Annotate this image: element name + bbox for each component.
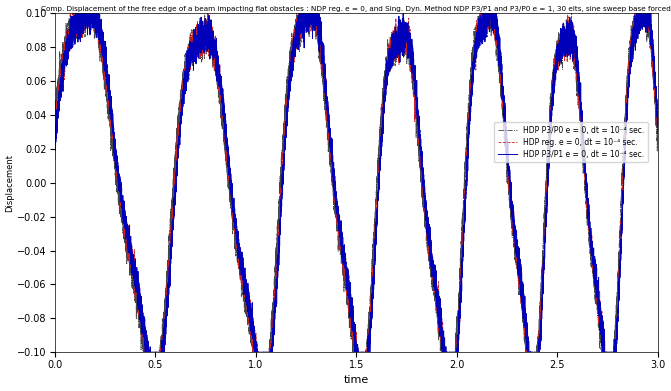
HDP reg. e = 0, dt = 10⁻⁴ sec.	[50, 135, 58, 140]
HDP P3/P0 e = 0, dt = 10⁻⁴ sec.	[459, 211, 467, 215]
HDP reg. e = 0, dt = 10⁻⁴ sec.	[113, 163, 121, 167]
HDP reg. e = 0, dt = 10⁻⁴ sec.	[467, 81, 475, 86]
HDP P3/P0 e = 0, dt = 10⁻⁴ sec.	[168, 186, 176, 190]
HDP P3/P0 e = 0, dt = 10⁻⁴ sec.	[403, 36, 411, 40]
HDP P3/P1 e = 0, dt = 10⁻⁴ sec.	[654, 131, 662, 135]
Line: HDP P3/P0 e = 0, dt = 10⁻⁴ sec.: HDP P3/P0 e = 0, dt = 10⁻⁴ sec.	[54, 13, 658, 352]
HDP P3/P1 e = 0, dt = 10⁻⁴ sec.	[72, 11, 80, 16]
HDP P3/P0 e = 0, dt = 10⁻⁴ sec.	[140, 350, 148, 355]
HDP reg. e = 0, dt = 10⁻⁴ sec.	[654, 128, 662, 133]
HDP P3/P1 e = 0, dt = 10⁻⁴ sec.	[625, 85, 633, 90]
HDP reg. e = 0, dt = 10⁻⁴ sec.	[168, 212, 176, 217]
HDP reg. e = 0, dt = 10⁻⁴ sec.	[625, 68, 633, 73]
HDP P3/P1 e = 0, dt = 10⁻⁴ sec.	[467, 93, 475, 98]
HDP P3/P0 e = 0, dt = 10⁻⁴ sec.	[113, 172, 121, 177]
X-axis label: time: time	[344, 375, 369, 386]
HDP P3/P1 e = 0, dt = 10⁻⁴ sec.	[403, 24, 411, 29]
HDP P3/P0 e = 0, dt = 10⁻⁴ sec.	[654, 144, 662, 149]
HDP reg. e = 0, dt = 10⁻⁴ sec.	[66, 11, 74, 16]
HDP P3/P1 e = 0, dt = 10⁻⁴ sec.	[459, 243, 467, 248]
Y-axis label: Displacement: Displacement	[5, 154, 15, 212]
HDP P3/P0 e = 0, dt = 10⁻⁴ sec.	[625, 54, 633, 59]
HDP P3/P0 e = 0, dt = 10⁻⁴ sec.	[69, 11, 77, 16]
Line: HDP reg. e = 0, dt = 10⁻⁴ sec.: HDP reg. e = 0, dt = 10⁻⁴ sec.	[54, 13, 658, 352]
Legend: HDP P3/P0 e = 0, dt = 10⁻⁴ sec., HDP reg. e = 0, dt = 10⁻⁴ sec., HDP P3/P1 e = 0: HDP P3/P0 e = 0, dt = 10⁻⁴ sec., HDP reg…	[494, 122, 648, 163]
HDP reg. e = 0, dt = 10⁻⁴ sec.	[403, 29, 411, 34]
HDP P3/P1 e = 0, dt = 10⁻⁴ sec.	[113, 155, 121, 160]
HDP reg. e = 0, dt = 10⁻⁴ sec.	[140, 350, 148, 355]
Title: Comp. Displacement of the free edge of a beam impacting flat obstacles : NDP reg: Comp. Displacement of the free edge of a…	[42, 5, 671, 12]
HDP P3/P0 e = 0, dt = 10⁻⁴ sec.	[467, 84, 475, 88]
Line: HDP P3/P1 e = 0, dt = 10⁻⁴ sec.: HDP P3/P1 e = 0, dt = 10⁻⁴ sec.	[54, 13, 658, 352]
HDP P3/P0 e = 0, dt = 10⁻⁴ sec.	[50, 118, 58, 122]
HDP P3/P1 e = 0, dt = 10⁻⁴ sec.	[168, 222, 176, 227]
HDP P3/P1 e = 0, dt = 10⁻⁴ sec.	[141, 350, 149, 355]
HDP reg. e = 0, dt = 10⁻⁴ sec.	[459, 232, 467, 237]
HDP P3/P1 e = 0, dt = 10⁻⁴ sec.	[50, 136, 58, 141]
